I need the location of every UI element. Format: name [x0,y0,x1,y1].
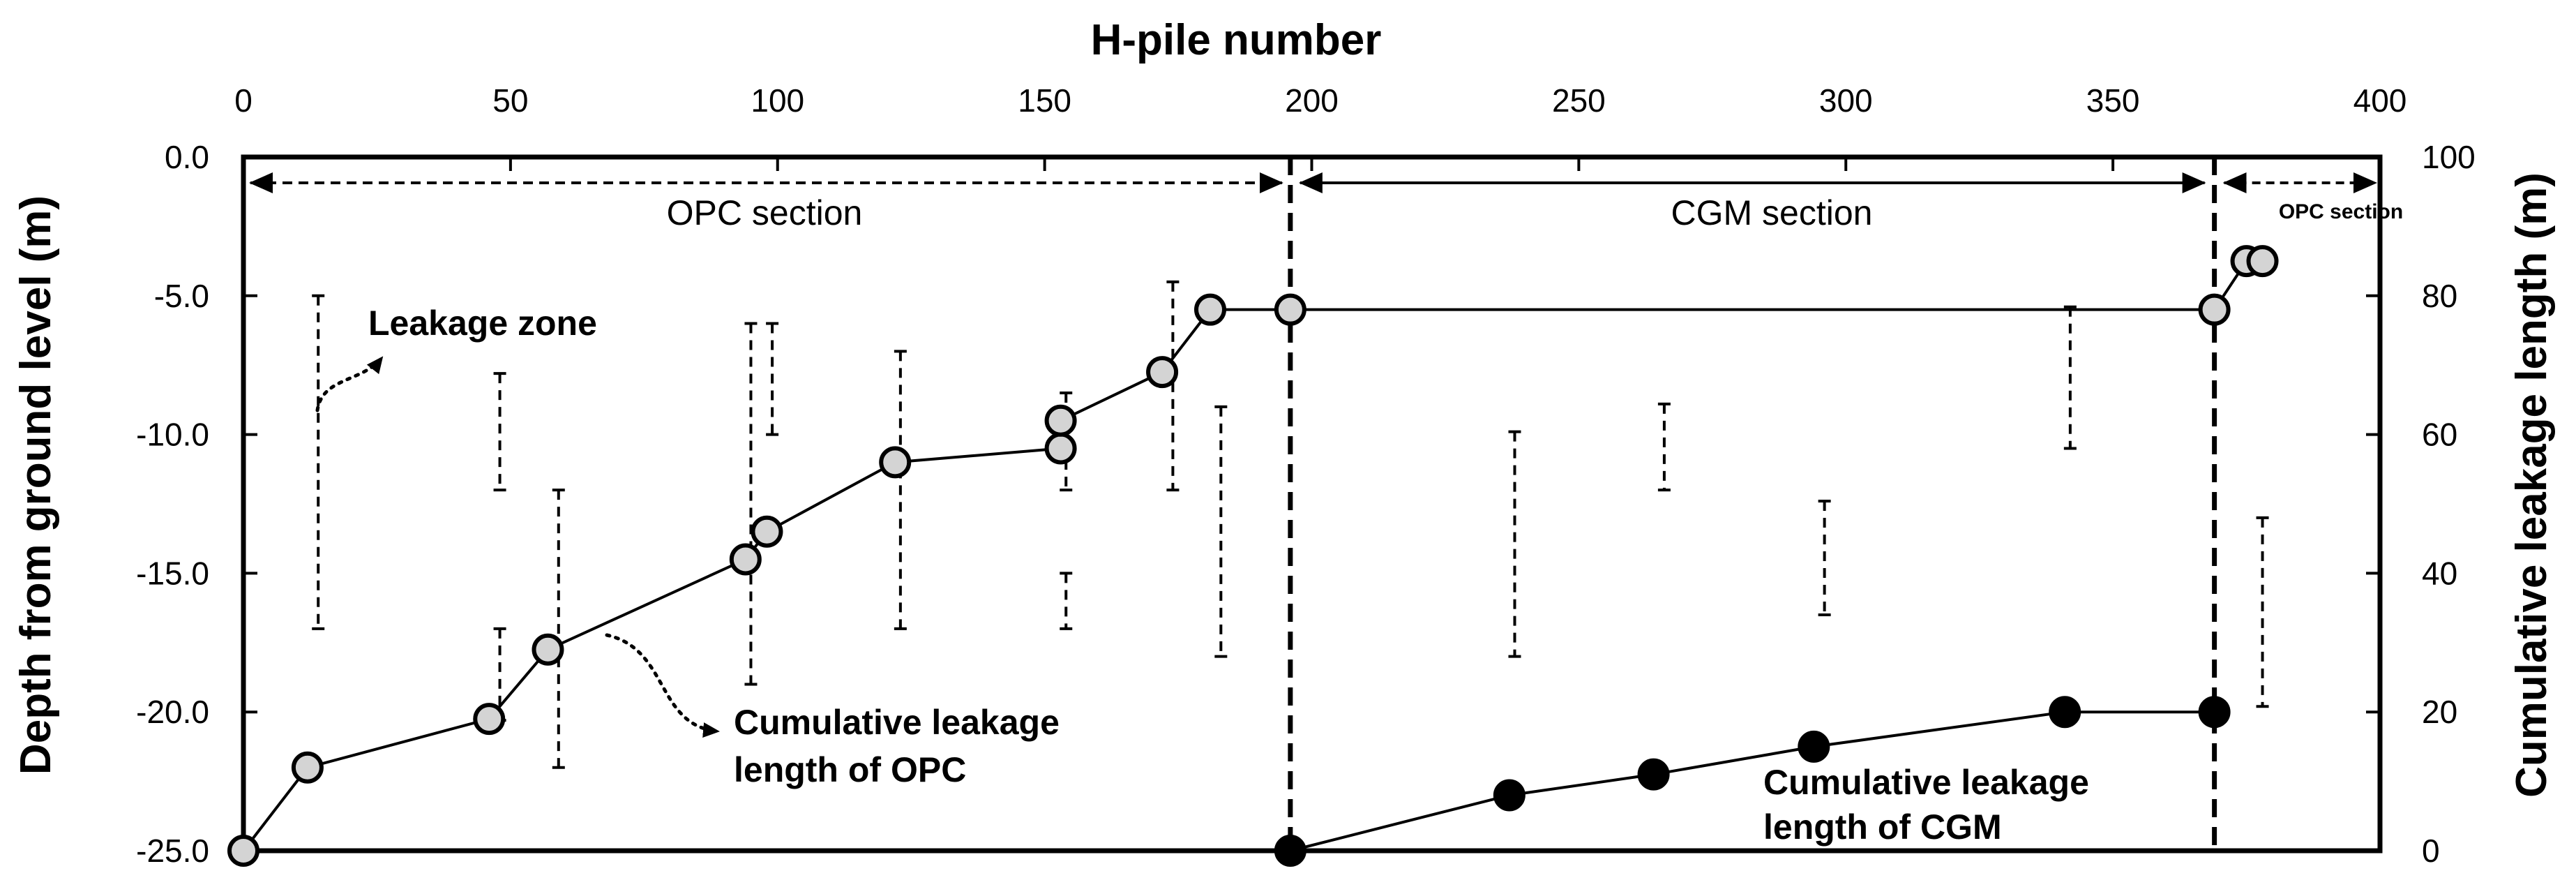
opc-data-point [1044,432,1077,465]
opc-data-point [473,703,506,736]
opc-data-point [729,543,762,576]
x-tick-label: 50 [492,82,528,119]
leakage-zone-bar [1214,405,1228,658]
annotation-leakage-zone: Leakage zone [368,304,597,343]
opc-data-point [2198,293,2231,326]
annotation-opc-line1: Cumulative leakage [734,703,1060,742]
y-left-tick-label: -5.0 [154,278,209,314]
leakage-zone-bar [2063,305,2077,450]
opc-data-point [1194,293,1227,326]
cgm-data-point [2198,696,2231,729]
y-right-tick-label: 60 [2422,417,2457,453]
section-label-cgm: CGM section [1671,193,1873,232]
opc-data-point [227,835,259,867]
cgm-series-line [1290,710,2215,852]
leakage-zone-bar [2256,516,2269,708]
cgm-data-point [1637,758,1670,791]
leakage-zone-bar [1508,430,1521,658]
x-tick-label: 300 [1819,82,1873,119]
cgm-data-point [2049,696,2081,729]
x-tick-label: 150 [1018,82,1071,119]
leakage-zone-bar [1657,402,1671,492]
plot-frame [241,154,2383,854]
y-left-axis-title: Depth from ground level (m) [12,195,60,775]
y-right-tick-label: 100 [2422,139,2476,175]
cgm-data-point [1493,779,1526,812]
y-left-tick-label: -15.0 [136,555,209,591]
annotation-cgm-line1: Cumulative leakage [1763,763,2089,802]
y-left-tick-label: 0.0 [165,139,209,175]
x-tick-label: 200 [1285,82,1339,119]
leakage-zone-bar [552,489,565,769]
section-layer [249,157,2377,851]
y-left-tick-label: -25.0 [136,833,209,869]
annotation-opc-line2: length of OPC [734,750,966,789]
leakage-zone-bar [1818,500,1831,617]
section-label-opc-right: OPC section [2279,200,2403,223]
tick-layer: 0 50 100 150 200 250 300 350 4000.0-5.0-10.0-15.… [136,82,2476,869]
opc-data-point [291,751,324,784]
leakage-zone-bar [894,350,907,630]
opc-data-point [1146,356,1179,389]
annotation-leakage-zone-pointer [315,355,384,412]
opc-data-point [2246,245,2279,278]
annotation-cgm-line2: length of CGM [1763,807,2002,847]
y-left-tick-label: -10.0 [136,417,209,453]
y-right-tick-label: 0 [2422,833,2440,869]
y-left-tick-label: -20.0 [136,694,209,730]
leakage-zone-bar [744,322,758,686]
section-label-opc-left: OPC section [667,193,863,232]
x-axis-title: H-pile number [1091,16,1382,64]
cgm-data-point [1798,730,1830,763]
opc-data-point [1274,293,1306,326]
annotation-opc-pointer [605,633,721,738]
x-tick-label: 0 [234,82,253,119]
y-right-tick-label: 40 [2422,555,2457,591]
leakage-zone-bar [766,322,779,436]
opc-data-point [751,515,783,548]
opc-data-point [1044,404,1077,437]
y-right-tick-label: 80 [2422,278,2457,314]
leakage-zone-bar [493,372,506,492]
y-right-tick-label: 20 [2422,694,2457,730]
x-tick-label: 350 [2086,82,2140,119]
x-tick-label: 250 [1552,82,1606,119]
opc-data-point [879,446,912,479]
leakage-zone-bar [312,294,325,630]
leakage-zone-bar [1166,280,1180,492]
opc-data-point [532,633,564,666]
series-layer [227,245,2279,867]
leakage-zone-bar [1060,391,1073,492]
cgm-data-point [1274,835,1306,867]
x-tick-label: 400 [2353,82,2407,119]
y-right-axis-title: Cumulative leakage length (m) [2508,172,2556,798]
leakage-zone-bar [1060,572,1073,630]
x-tick-label: 100 [751,82,804,119]
